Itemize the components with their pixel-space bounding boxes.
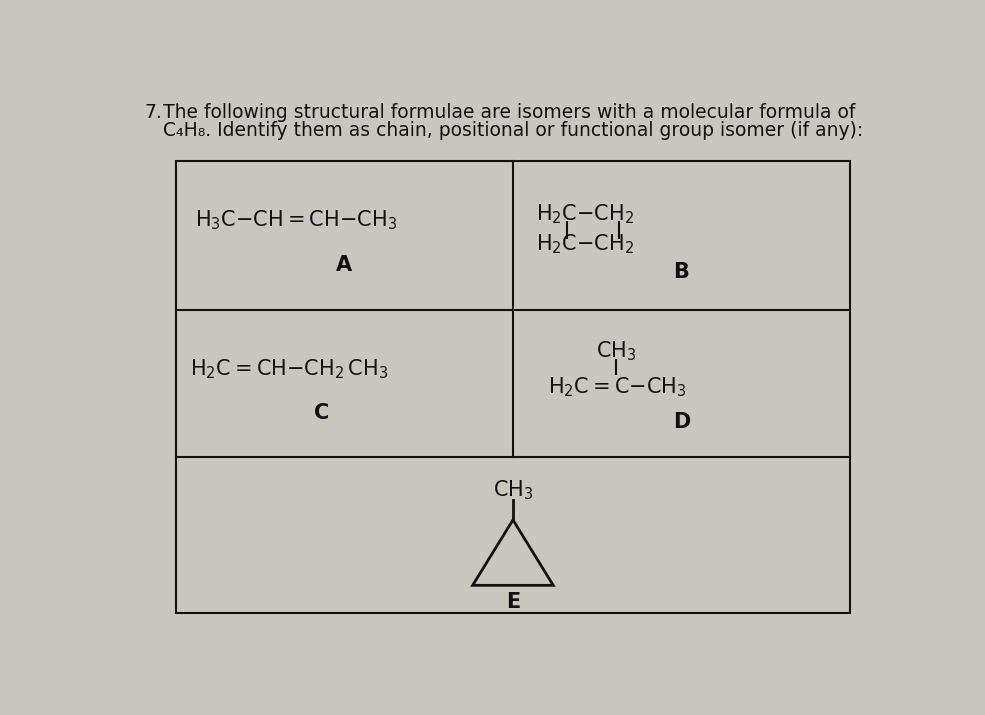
Text: The following structural formulae are isomers with a molecular formula of: The following structural formulae are is…	[164, 103, 856, 122]
Text: B: B	[674, 262, 689, 282]
Text: $\mathsf{H_2C{-}CH_2}$: $\mathsf{H_2C{-}CH_2}$	[536, 233, 634, 257]
Text: $\mathsf{H_3C{-}CH{=}CH{-}CH_3}$: $\mathsf{H_3C{-}CH{=}CH{-}CH_3}$	[195, 208, 397, 232]
Text: 7.: 7.	[145, 103, 163, 122]
Text: $\mathsf{CH_3}$: $\mathsf{CH_3}$	[492, 479, 533, 503]
Text: $\mathsf{H_2C{=}CH{-}CH_2\,CH_3}$: $\mathsf{H_2C{=}CH{-}CH_2\,CH_3}$	[190, 358, 388, 381]
Text: E: E	[506, 592, 520, 612]
Bar	[176, 162, 850, 613]
Text: C: C	[313, 403, 329, 423]
Text: D: D	[673, 412, 690, 432]
Text: C₄H₈. Identify them as chain, positional or functional group isomer (if any):: C₄H₈. Identify them as chain, positional…	[164, 122, 864, 140]
Text: $\mathsf{CH_3}$: $\mathsf{CH_3}$	[596, 340, 636, 363]
Text: A: A	[336, 255, 353, 275]
Text: $\mathsf{H_2C{-}CH_2}$: $\mathsf{H_2C{-}CH_2}$	[536, 202, 634, 226]
Text: $\mathsf{H_2C{=}C{-}CH_3}$: $\mathsf{H_2C{=}C{-}CH_3}$	[548, 375, 687, 399]
